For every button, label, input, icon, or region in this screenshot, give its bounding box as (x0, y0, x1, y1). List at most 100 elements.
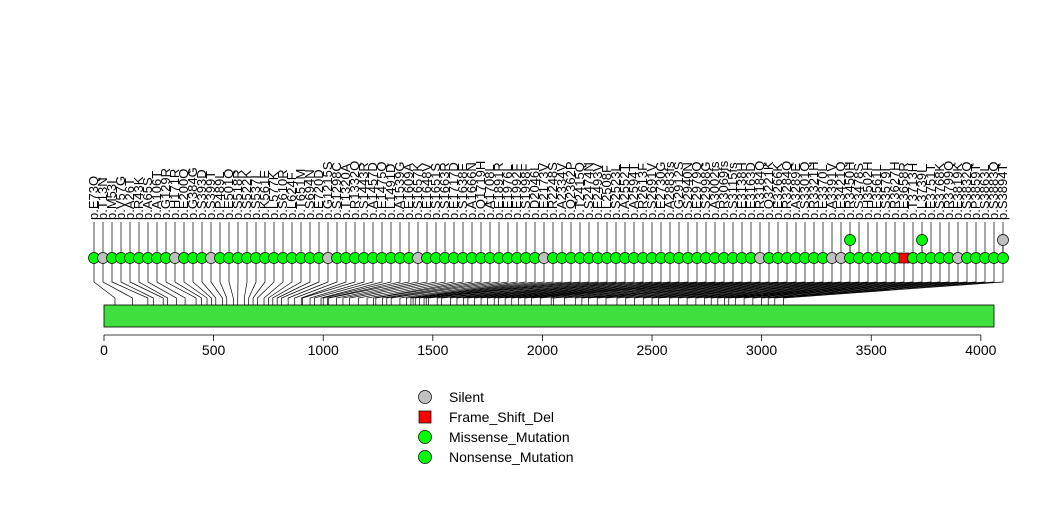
mutation-label: p.E1976L (500, 164, 515, 220)
protein-domain-bar (103, 304, 995, 328)
mutation-label: p.R1332Q (347, 161, 362, 220)
mutation-connector (752, 263, 968, 305)
mutation-label: p.H3502H (860, 161, 875, 220)
mutation-connector (428, 263, 581, 305)
mutation-label: p.S1298C (329, 162, 344, 220)
mutation-label: p.S1663R (437, 162, 452, 220)
mutation-label: p.E1609A (401, 163, 416, 220)
mutation-point-missense (997, 252, 1009, 264)
mutation-label: p.S610R (275, 169, 290, 220)
mutation-connector (243, 263, 248, 305)
x-axis-tick-label: 3500 (856, 342, 887, 358)
mutation-label: p.A3391V (824, 163, 839, 220)
mutation-label: p.S1443R (356, 162, 371, 220)
mutation-connector (102, 263, 133, 305)
mutation-label: p.R43K (131, 176, 146, 220)
mutation-label: p.R3627H (887, 161, 902, 220)
mutation-label: p.S3768K (932, 163, 947, 220)
mutation-label: p.V57G (113, 176, 128, 220)
mutation-connector (474, 263, 644, 305)
mutation-connector (252, 263, 266, 305)
mutation-connector (517, 263, 707, 305)
mutation-connector (531, 263, 725, 305)
stacked-mutation-point (916, 234, 928, 246)
mutation-connector (276, 263, 311, 305)
mutation-label: p.E3266K (770, 163, 785, 220)
x-axis-tick-label: 4000 (965, 342, 996, 358)
mutation-label: p.A2334V (554, 163, 569, 220)
mutation-label: p.E2493V (590, 163, 605, 220)
mutation-connector (704, 263, 905, 305)
mutation-label: p.E501Q (221, 169, 236, 220)
x-axis-tick-label: 2000 (527, 342, 558, 358)
mutation-connector (419, 263, 554, 305)
mutation-label: p.S393D (194, 169, 209, 220)
mutation-label: p.S518R (230, 169, 245, 220)
mutation-label: p.T1320A (338, 163, 353, 220)
mutation-label: p.E3163D (743, 162, 758, 220)
mutation-connector (349, 263, 437, 305)
mutation-connector (406, 263, 518, 305)
mutation-connector (596, 263, 797, 305)
mutation-label: p.S399T (203, 171, 218, 220)
mutation-label: p.R2613F (635, 163, 650, 220)
mutation-connector (441, 263, 599, 305)
mutation-label: p.S1998F (518, 164, 533, 220)
mutation-label: p.S3115fs (725, 162, 740, 220)
mutation-label: p.L624F (284, 172, 299, 220)
mutation-connector (550, 263, 743, 305)
mutation-connector (487, 263, 662, 305)
mutation-label: p.A1457D (365, 162, 380, 220)
mutation-connector (467, 263, 635, 305)
mutation-label: p.S3478S (851, 163, 866, 220)
mutation-label: p.E3421Q (833, 161, 848, 220)
mutation-connector (634, 263, 833, 305)
mutation-label: p.T3713H (905, 163, 920, 220)
mutation-label: p.T651M (293, 169, 308, 220)
mutation-connector (717, 263, 923, 305)
mutation-label: p.G129R (158, 168, 173, 220)
mutation-label: p.G1215S (320, 161, 335, 220)
mutation-label: p.E1648V (419, 163, 434, 220)
mutation-connector (257, 263, 275, 305)
mutation-label: p.A2594T (626, 164, 641, 220)
x-axis-tick-label: 500 (202, 342, 226, 358)
mutation-connector (616, 263, 815, 305)
mutation-connector (695, 263, 896, 305)
mutation-connector (724, 263, 932, 305)
mutation-label: p.P489L (212, 172, 227, 220)
mutation-label: p.E1475Q (374, 161, 389, 220)
mutation-connector (588, 263, 788, 305)
mutation-connector (272, 263, 302, 305)
mutation-label: p.E3561L (869, 164, 884, 220)
mutation-label: p.M53I (104, 180, 119, 220)
mutation-connector (734, 263, 950, 305)
mutation-connector (320, 263, 383, 305)
mutation-label: p.S3301Q (797, 161, 812, 220)
mutation-connector (263, 263, 284, 305)
mutation-label: p.S3579I (878, 168, 893, 220)
mutation-connector (336, 263, 419, 305)
mutation-label: p.S3883Q (986, 161, 1001, 220)
mutation-connector (309, 263, 365, 305)
mutation-connector (524, 263, 716, 305)
mutation-connector (436, 263, 590, 305)
mutation-label: p.R3799Q (941, 161, 956, 220)
mutation-connector (581, 263, 779, 305)
mutation-label: p.Q1719H (473, 161, 488, 220)
mutation-connector (728, 263, 941, 305)
mutation-label: p.R3450H (842, 161, 857, 220)
mutation-points (88, 234, 1009, 264)
mutation-connector (138, 263, 168, 305)
mutation-label: p.Q2362P (563, 161, 578, 220)
x-axis-tick-label: 1500 (417, 342, 448, 358)
mutation-connector (328, 263, 410, 305)
mutation-connector (605, 263, 806, 305)
mutation-label: p.R3069fs (716, 160, 731, 220)
mutation-connector (511, 263, 698, 305)
mutation-label: p.S1638E (455, 163, 470, 220)
x-axis: 0 500 1000 1500 2000 2500 3000 3500 4000 (100, 334, 997, 358)
mutation-connector (373, 263, 464, 305)
mutation-connector (201, 263, 217, 305)
